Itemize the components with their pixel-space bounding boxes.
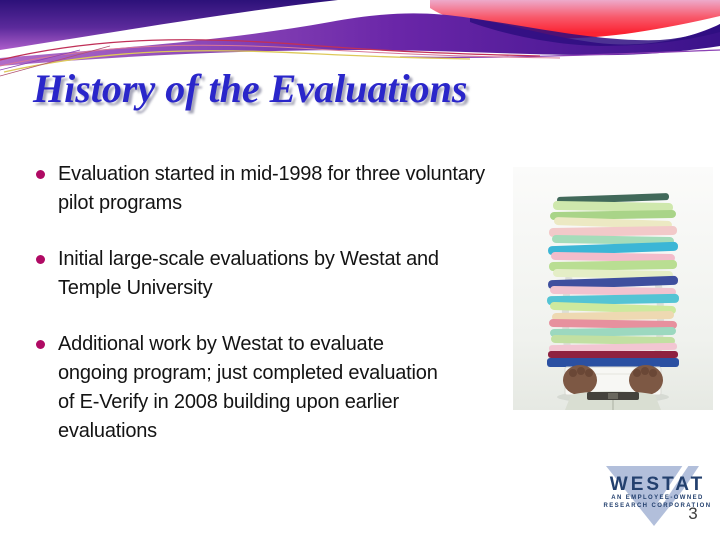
bullet-text: Additional work by Westat to evaluate on… <box>58 333 438 442</box>
westat-tagline-line2: RESEARCH CORPORATION <box>603 503 712 509</box>
bullet-dot-icon <box>36 170 45 179</box>
bullet-item: Additional work by Westat to evaluate on… <box>35 330 458 446</box>
westat-logo-text: WESTAT <box>609 474 706 495</box>
westat-triangle-icon <box>606 462 705 526</box>
bullet-dot-icon <box>36 340 45 349</box>
page-number: 3 <box>688 504 698 523</box>
bullet-item: Initial large-scale evaluations by Westa… <box>35 245 503 303</box>
slide-title: History of the Evaluations <box>33 66 468 111</box>
westat-tagline-line1: AN EMPLOYEE-OWNED <box>611 495 704 501</box>
bullet-item: Evaluation started in mid-1998 for three… <box>35 160 503 218</box>
bullet-list: Evaluation started in mid-1998 for three… <box>35 160 503 473</box>
folder-stack-photo <box>513 167 713 410</box>
bullet-text: Initial large-scale evaluations by Westa… <box>58 248 439 299</box>
wave-graphic-svg <box>0 0 720 77</box>
folder-stack-illustration <box>513 167 713 410</box>
header-wave-decoration <box>0 0 720 80</box>
bullet-dot-icon <box>36 255 45 264</box>
bullet-text: Evaluation started in mid-1998 for three… <box>58 163 485 214</box>
westat-logo: WESTAT AN EMPLOYEE-OWNED RESEARCH CORPOR… <box>600 462 715 530</box>
